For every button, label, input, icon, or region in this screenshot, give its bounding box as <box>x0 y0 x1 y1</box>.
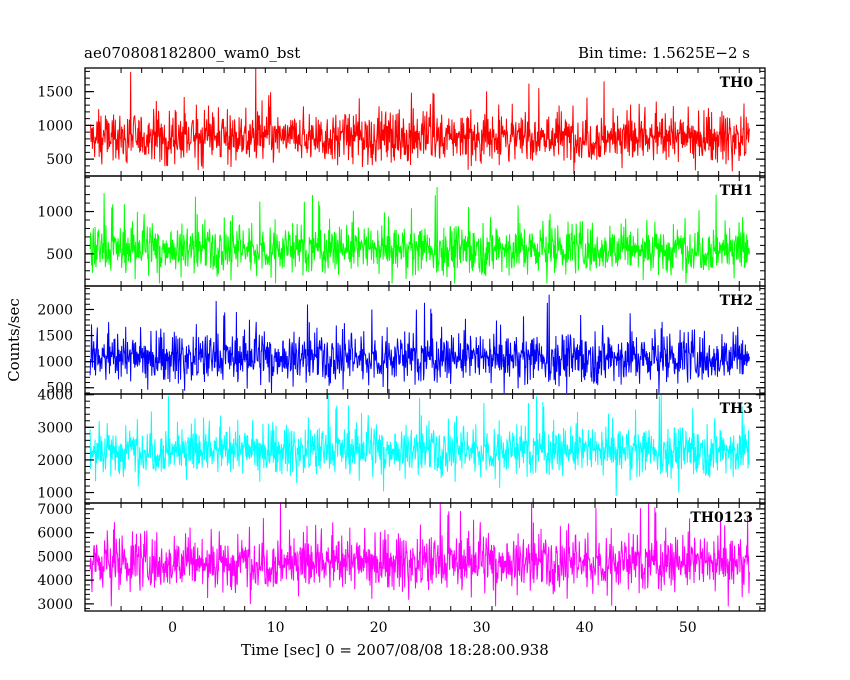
panel-th0: 500 1000 1500 TH0 <box>37 67 766 177</box>
y-tick-label: 2000 <box>37 302 73 318</box>
series-line-th0123 <box>89 503 750 607</box>
chart-title: ae070808182800_wam0_bst <box>84 44 301 62</box>
panel-label-th0123: TH0123 <box>690 510 753 526</box>
y-tick-label: 7000 <box>37 502 73 518</box>
x-axis-label: Time [sec] 0 = 2007/08/08 18:28:00.938 <box>241 641 549 659</box>
y-tick-label: 4000 <box>37 388 73 404</box>
panel-label-th0: TH0 <box>720 75 754 91</box>
panel-th3: 1000 2000 3000 4000 TH3 <box>37 388 766 504</box>
y-tick-label: 3000 <box>37 420 73 436</box>
x-tick-label: 50 <box>679 620 697 636</box>
x-tick-label: 0 <box>168 620 177 636</box>
x-tick-label: 40 <box>576 620 594 636</box>
y-tick-label: 3000 <box>37 597 73 613</box>
y-tick-label: 6000 <box>37 526 73 542</box>
y-tick-label: 1500 <box>37 329 73 345</box>
y-tick-label: 4000 <box>37 573 73 589</box>
bin-time-label: Bin time: 1.5625E−2 s <box>578 44 751 62</box>
panel-label-th3: TH3 <box>720 401 753 417</box>
series-line-th0 <box>90 68 750 174</box>
y-tick-label: 500 <box>46 152 73 168</box>
y-tick-label: 1000 <box>37 486 73 502</box>
panel-label-th1: TH1 <box>720 183 753 199</box>
series-line-th2 <box>89 294 750 393</box>
panel-th2: 500 1000 1500 2000 TH2 <box>37 285 766 397</box>
y-tick-label: 1000 <box>37 118 73 134</box>
x-tick-label: 30 <box>473 620 491 636</box>
y-tick-label: 1500 <box>37 85 73 101</box>
panel-label-th2: TH2 <box>720 293 753 309</box>
y-tick-label: 500 <box>46 381 73 397</box>
y-tick-label: 500 <box>46 247 73 263</box>
y-tick-label: 1000 <box>37 355 73 371</box>
y-tick-label: 2000 <box>37 453 73 469</box>
panel-th1: 500 1000 TH1 <box>37 175 766 287</box>
x-tick-label: 20 <box>370 620 388 636</box>
x-tick-label: 10 <box>267 620 285 636</box>
y-tick-label: 1000 <box>37 205 73 221</box>
panel-th0123: 3000 4000 5000 6000 7000 TH0123 <box>37 502 766 613</box>
series-line-th1 <box>89 186 750 284</box>
series-line-th3 <box>89 394 750 496</box>
y-tick-label: 5000 <box>37 549 73 565</box>
